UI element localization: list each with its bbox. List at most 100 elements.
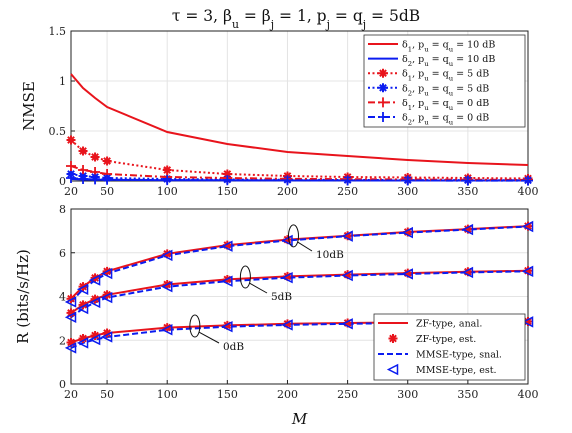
text-run: = q — [330, 7, 363, 25]
text-run: = q — [429, 54, 449, 65]
y-axis-label: R (bits/s/Hz) — [14, 249, 32, 344]
mmse-est-marker — [64, 296, 77, 308]
zf-est-marker — [523, 221, 533, 231]
text-run: δ — [402, 40, 408, 51]
zf-est-marker — [523, 266, 533, 276]
text-run: = 10 dB — [453, 40, 495, 51]
y-axis-label: NMSE — [20, 81, 38, 131]
data-marker — [162, 165, 172, 175]
mmse-est-marker — [281, 234, 293, 247]
legend-box — [373, 313, 526, 381]
text-run: δ — [402, 98, 408, 109]
subscript: 2 — [408, 119, 412, 127]
text-run: τ = 3, β — [172, 7, 232, 25]
mmse-est-marker — [461, 223, 474, 236]
y-tick-label: 6 — [59, 247, 66, 260]
mmse-est-marker — [88, 274, 101, 286]
annotation-arrow — [249, 282, 268, 294]
zf-est-marker — [463, 267, 473, 277]
x-tick-label: 400 — [518, 388, 539, 401]
group-label: 5dB — [271, 291, 292, 303]
text-run: , p — [412, 83, 424, 94]
text-run: , p — [412, 54, 424, 65]
zf-est-marker — [102, 328, 112, 338]
legend-label: MMSE-type, est. — [416, 365, 497, 376]
legend-label: ZF-type, est. — [416, 334, 476, 345]
zf-est-marker — [523, 316, 533, 326]
subscript: u — [424, 60, 429, 68]
mmse-est-marker — [401, 226, 413, 239]
legend-marker — [388, 334, 398, 343]
x-tick-label: 50 — [100, 388, 114, 401]
legend-marker — [378, 112, 388, 122]
mmse-est-marker — [221, 320, 233, 333]
x-tick-label: 150 — [217, 185, 238, 198]
text-run: = 10 dB — [453, 54, 495, 65]
subscript: j — [269, 18, 274, 31]
legend-label: δ2, pu = qu = 10 dB — [402, 54, 495, 68]
subscript: 1 — [408, 75, 412, 83]
legend-label: δ2, pu = qu = 0 dB — [402, 113, 489, 127]
text-run: δ — [402, 113, 408, 124]
legend-box — [363, 34, 526, 128]
zf-est-marker — [66, 308, 76, 318]
mmse-est-marker — [76, 337, 89, 349]
x-tick-label: 400 — [518, 185, 539, 198]
subscript: u — [449, 119, 454, 127]
subscript: u — [424, 46, 429, 54]
x-tick-label: 20 — [64, 388, 78, 401]
zf-est-marker — [343, 318, 353, 328]
x-tick-label: 350 — [457, 185, 478, 198]
legend-label: δ1, pu = qu = 5 dB — [402, 69, 489, 83]
data-marker — [102, 156, 112, 166]
y-tick-label: 2 — [59, 334, 66, 347]
text-run: = 0 dB — [453, 113, 489, 124]
group-ellipse — [189, 314, 201, 338]
subscript: u — [424, 89, 429, 97]
x-tick-label: 300 — [397, 185, 418, 198]
mmse-est-marker — [341, 269, 353, 282]
mmse-est-marker — [100, 291, 113, 304]
zf-est-marker — [66, 294, 76, 304]
subscript: 2 — [408, 89, 412, 97]
legend-label: δ1, pu = qu = 10 dB — [402, 40, 495, 54]
x-tick-label: 20 — [64, 185, 78, 198]
text-run: = q — [429, 113, 449, 124]
subscript: j — [361, 18, 366, 31]
zf-est-marker — [463, 224, 473, 234]
zf-est-marker — [282, 235, 292, 245]
x-tick-label: 150 — [217, 388, 238, 401]
zf-est-marker — [282, 271, 292, 281]
y-tick-label: 0 — [59, 175, 66, 188]
zf-est-marker — [78, 334, 88, 343]
subscript: u — [449, 75, 454, 83]
subscript: 2 — [408, 60, 412, 68]
x-tick-label: 250 — [337, 185, 358, 198]
mmse-est-marker — [221, 240, 233, 252]
mmse-est-marker — [521, 265, 534, 278]
data-marker — [90, 174, 101, 185]
nmse-panel: 20 50 100 150 200 250 300 350 40000.511.5NMSEδ1,… — [20, 25, 539, 198]
mmse-est-marker — [76, 283, 89, 295]
mmse-est-marker — [401, 268, 413, 280]
mmse-est-marker — [521, 220, 534, 233]
x-tick-label: 200 — [277, 388, 298, 401]
data-marker — [282, 175, 293, 186]
y-tick-label: 1.5 — [49, 25, 67, 38]
mmse-anal-line — [70, 225, 529, 303]
y-tick-label: 0 — [59, 378, 66, 391]
zf-est-marker — [90, 294, 100, 304]
x-tick-label: 200 — [277, 185, 298, 198]
legend-label: δ2, pu = qu = 5 dB — [402, 83, 489, 97]
mmse-est-marker — [64, 311, 77, 323]
zf-est-marker — [78, 300, 88, 310]
x-tick-label: 300 — [397, 388, 418, 401]
zf-est-marker — [343, 270, 353, 280]
x-tick-label: 350 — [457, 388, 478, 401]
subscript: u — [449, 104, 454, 112]
annotation-arrow — [297, 241, 313, 252]
subscript: u — [424, 119, 429, 127]
series-line — [70, 73, 529, 166]
subscript: 1 — [408, 104, 412, 112]
subscript: u — [424, 75, 429, 83]
